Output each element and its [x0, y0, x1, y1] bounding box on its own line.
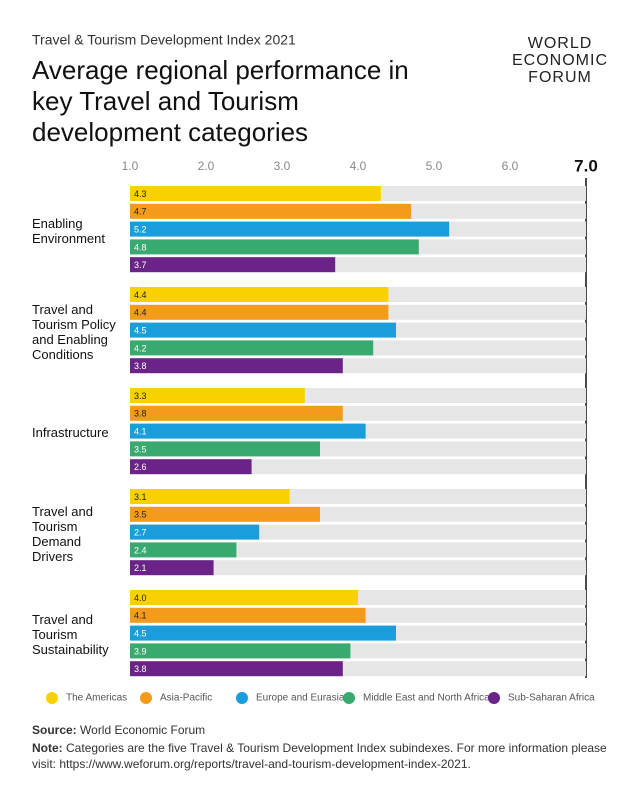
legend-swatch [236, 692, 248, 704]
logo-text: FORUM [528, 69, 592, 86]
value-label: 3.8 [134, 409, 147, 419]
legend-swatch [488, 692, 500, 704]
legend-label: The Americas [66, 693, 127, 704]
value-label: 5.2 [134, 224, 147, 234]
bar [130, 625, 396, 641]
note-label: Note: [32, 741, 63, 755]
value-label: 3.8 [134, 664, 147, 674]
bar-track [130, 560, 586, 576]
legend-swatch [140, 692, 152, 704]
note-text: Categories are the five Travel & Tourism… [32, 741, 607, 771]
value-label: 4.5 [134, 325, 147, 335]
value-label: 3.5 [134, 444, 147, 454]
source: Source: World Economic Forum [32, 722, 612, 738]
x-tick-label: 4.0 [350, 159, 367, 173]
bar [130, 560, 214, 576]
chart-title: Average regional performance in key Trav… [32, 55, 409, 147]
value-label: 4.8 [134, 242, 147, 252]
legend-label: Europe and Eurasia [256, 693, 345, 704]
logo-text: ECONOMIC [512, 52, 608, 69]
value-label: 3.9 [134, 646, 147, 656]
bar-track [130, 542, 586, 558]
legend-swatch [343, 692, 355, 704]
category-label: Enabling Environment [32, 215, 105, 246]
value-label: 2.7 [134, 527, 147, 537]
value-label: 3.5 [134, 510, 147, 520]
bar [130, 459, 252, 475]
value-label: 4.7 [134, 207, 147, 217]
value-label: 3.7 [134, 260, 147, 270]
x-tick-label: 2.0 [198, 159, 215, 173]
source-text: World Economic Forum [80, 723, 206, 737]
legend-swatch [46, 692, 58, 704]
x-tick-label: 3.0 [274, 159, 291, 173]
bar [130, 524, 260, 540]
bar [130, 405, 343, 421]
bar [130, 590, 358, 605]
bar [130, 239, 419, 255]
x-tick-label: 6.0 [502, 159, 519, 173]
logo-text: WORLD [528, 35, 593, 52]
x-tick-label: 5.0 [426, 159, 443, 173]
category-label: Travel and Tourism Demand Drivers [32, 503, 93, 564]
legend-label: Middle East and North Africa [363, 693, 490, 704]
value-label: 4.0 [134, 593, 147, 603]
bar [130, 257, 336, 273]
category-label: Travel and Tourism Sustainability [32, 612, 109, 657]
value-label: 4.1 [134, 611, 147, 621]
bar [130, 221, 450, 237]
x-tick-label: 1.0 [122, 159, 139, 173]
bar [130, 542, 237, 558]
category-label: Travel and Tourism Policy and Enabling C… [32, 301, 116, 362]
bar [130, 358, 343, 374]
bar [130, 607, 366, 623]
value-label: 4.1 [134, 426, 147, 436]
value-label: 3.1 [134, 492, 147, 502]
bar [130, 203, 412, 219]
category-label: Infrastructure [32, 425, 109, 440]
bar [130, 322, 396, 338]
bar [130, 506, 320, 522]
chart-subtitle: Travel & Tourism Development Index 2021 [32, 32, 296, 48]
legend-label: Asia-Pacific [160, 693, 212, 704]
bar [130, 304, 389, 320]
bar [130, 489, 290, 504]
source-label: Source: [32, 723, 77, 737]
legend-label: Sub-Saharan Africa [508, 693, 595, 704]
value-label: 2.6 [134, 462, 147, 472]
bar [130, 340, 374, 356]
value-label: 4.4 [134, 308, 147, 318]
x-tick-label: 7.0 [574, 156, 598, 175]
value-label: 4.5 [134, 628, 147, 638]
value-label: 4.3 [134, 189, 147, 199]
value-label: 4.2 [134, 343, 147, 353]
value-label: 4.4 [134, 290, 147, 300]
value-label: 3.3 [134, 391, 147, 401]
bar [130, 287, 389, 302]
value-label: 2.1 [134, 563, 147, 573]
value-label: 2.4 [134, 545, 147, 555]
bar [130, 441, 320, 457]
bar [130, 186, 381, 201]
bar [130, 423, 366, 439]
bar [130, 388, 305, 403]
value-label: 3.8 [134, 361, 147, 371]
bar [130, 643, 351, 659]
note: Note: Categories are the five Travel & T… [32, 740, 612, 772]
bar [130, 661, 343, 677]
